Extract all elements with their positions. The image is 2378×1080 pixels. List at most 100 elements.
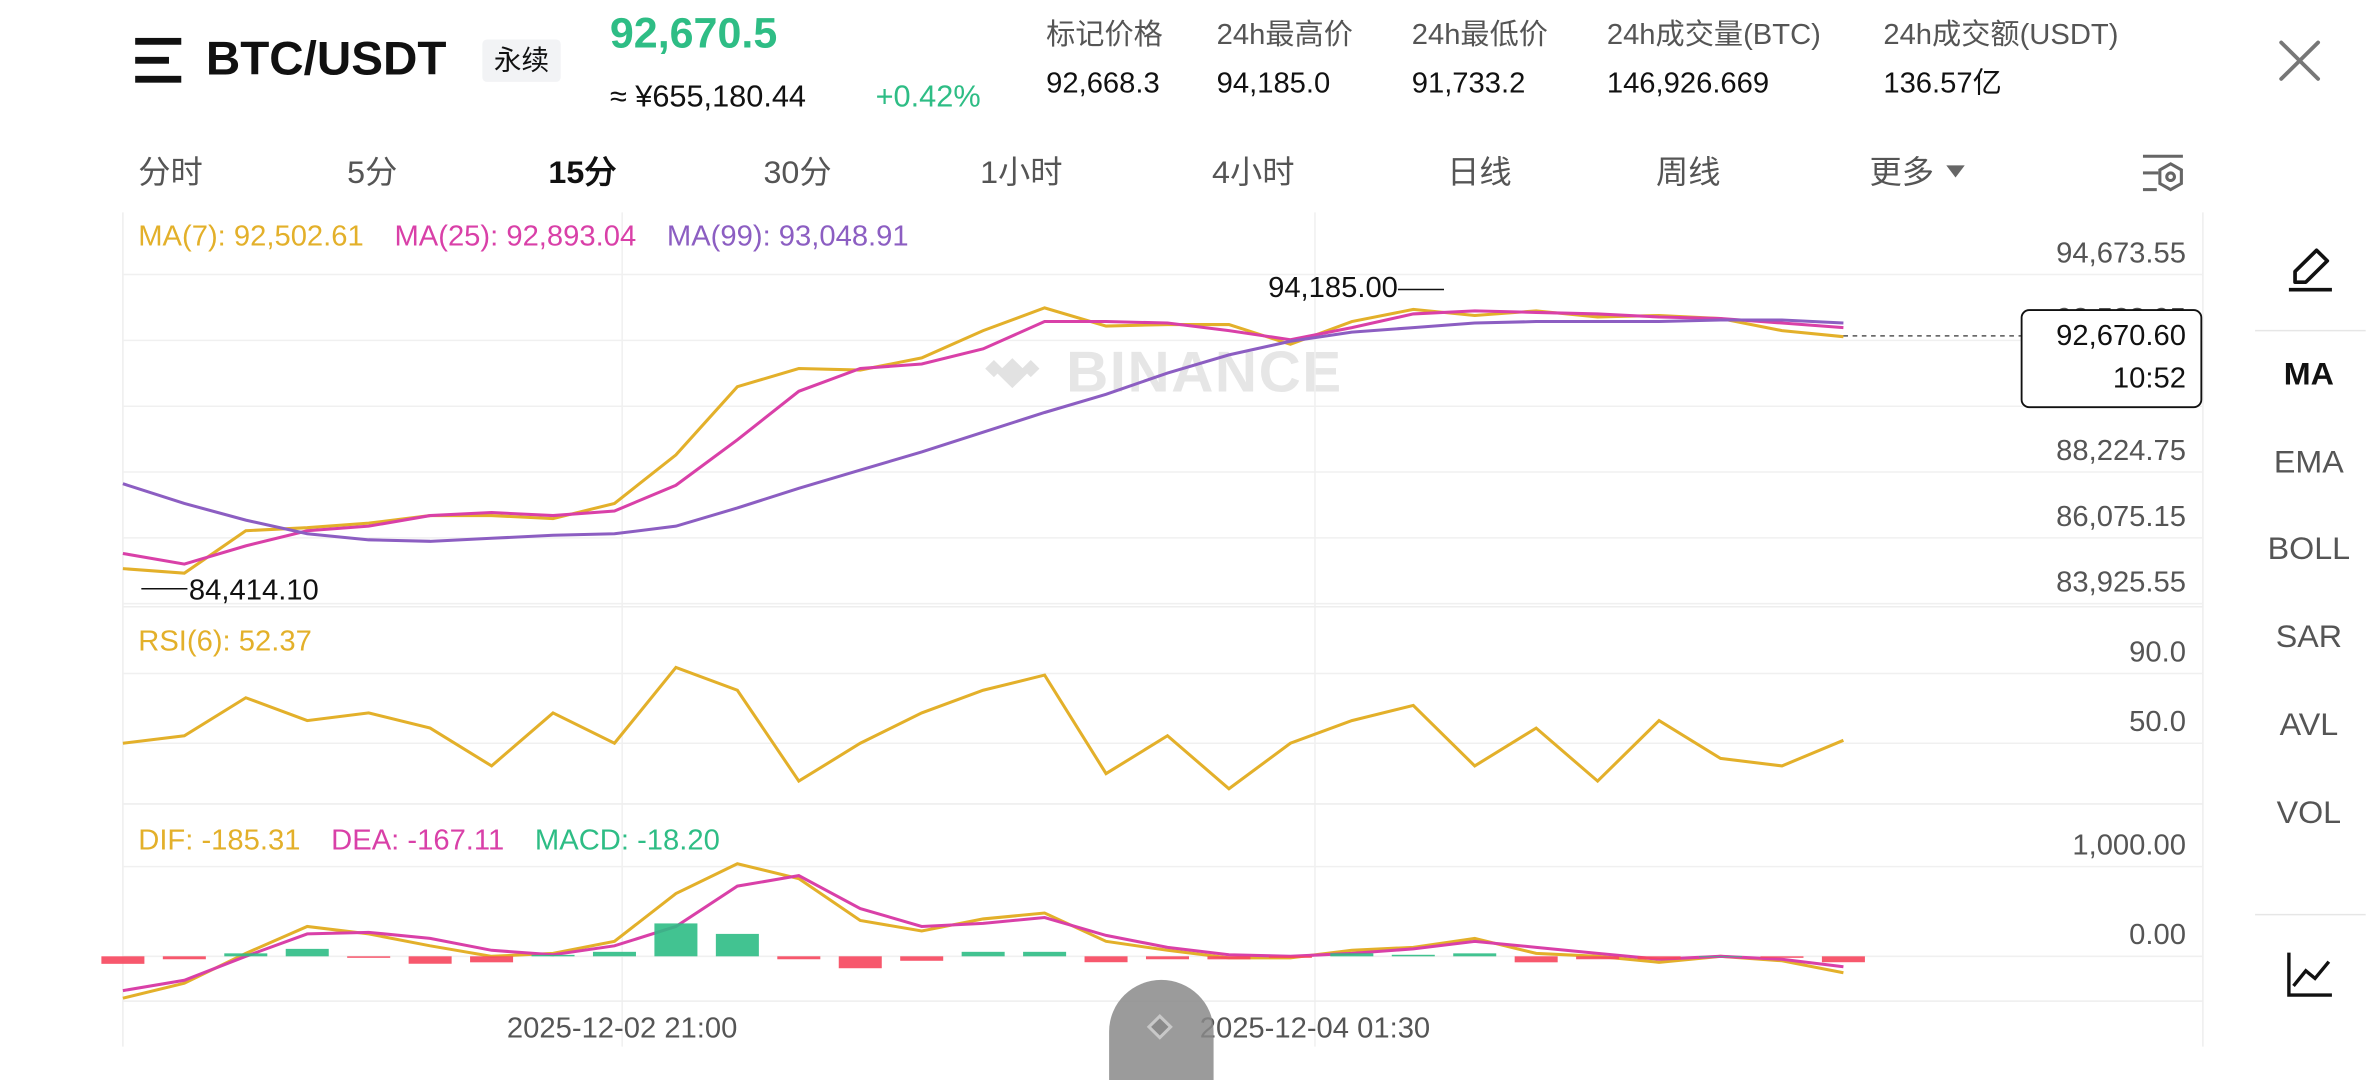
histogram-bar bbox=[101, 956, 145, 964]
interval-tab[interactable]: 日线 bbox=[1447, 154, 1511, 190]
y-tick-label: 83,925.55 bbox=[2056, 567, 2186, 599]
stat-value: 92,668.3 bbox=[1046, 68, 1160, 100]
stat-value: 91,733.2 bbox=[1412, 68, 1526, 100]
symbol[interactable]: BTC/USDT bbox=[206, 33, 447, 86]
stat-label: 24h最高价 bbox=[1217, 18, 1353, 51]
floating-logo bbox=[1146, 1014, 1173, 1040]
icon-stroke bbox=[2165, 171, 2176, 183]
y-tick-label: 86,075.15 bbox=[2056, 501, 2186, 533]
time-label: 2025-12-02 21:00 bbox=[507, 1013, 737, 1045]
icon-line bbox=[2292, 960, 2331, 987]
histogram-bar bbox=[592, 951, 636, 957]
histogram-bar bbox=[1821, 956, 1865, 963]
histogram-bar bbox=[1207, 956, 1251, 960]
logo-part bbox=[1022, 360, 1040, 378]
histogram-bar bbox=[347, 956, 391, 958]
indicator-line bbox=[122, 874, 1844, 993]
y-tick-label: 90.0 bbox=[2129, 637, 2186, 669]
histogram-bar bbox=[1637, 956, 1681, 960]
histogram-bar bbox=[531, 954, 575, 957]
logo-part bbox=[1151, 1018, 1169, 1036]
indicator-option[interactable]: VOL bbox=[2277, 794, 2342, 830]
indicator-line bbox=[122, 309, 1844, 566]
menu-bar bbox=[135, 75, 182, 83]
stat-label: 24h成交量(BTC) bbox=[1607, 18, 1821, 51]
close-icon[interactable] bbox=[2279, 40, 2321, 81]
histogram-bar bbox=[1084, 956, 1128, 963]
indicator-line bbox=[122, 318, 1844, 543]
histogram-bar bbox=[1391, 954, 1435, 957]
histogram-bar bbox=[1330, 953, 1374, 957]
histogram-bar bbox=[654, 923, 698, 957]
y-tick-label: 94,673.55 bbox=[2056, 238, 2186, 270]
interval-tab[interactable]: 15分 bbox=[548, 154, 616, 190]
chart-settings-icon[interactable] bbox=[2142, 154, 2183, 192]
histogram-bar bbox=[1023, 951, 1067, 957]
histogram-bar bbox=[1760, 956, 1804, 958]
draw-icon[interactable] bbox=[2288, 248, 2332, 292]
histogram-bar bbox=[224, 953, 268, 957]
indicator-option[interactable]: BOLL bbox=[2268, 530, 2350, 566]
histogram-bar bbox=[1514, 956, 1558, 963]
stat-value: 136.57亿 bbox=[1883, 67, 2001, 100]
histogram-bar bbox=[285, 948, 329, 957]
watermark-logo bbox=[985, 358, 1040, 389]
badge-bg bbox=[482, 39, 561, 82]
pencil bbox=[2293, 248, 2330, 284]
stat-label: 标记价格 bbox=[1046, 18, 1163, 51]
close-stroke bbox=[2279, 40, 2321, 81]
histogram-bar bbox=[470, 956, 514, 963]
histogram-bar bbox=[162, 956, 206, 960]
icon-axes bbox=[2287, 952, 2332, 997]
interval-tab[interactable]: 5分 bbox=[347, 154, 397, 190]
high-label: 94,185.00 bbox=[1268, 272, 1398, 304]
interval-tab[interactable]: 更多 bbox=[1870, 154, 1934, 190]
legend-entry: MACD: -18.20 bbox=[535, 825, 720, 857]
histogram-bar bbox=[1268, 956, 1312, 958]
histogram-bar bbox=[900, 956, 944, 961]
y-tick-label: 1,000.00 bbox=[2072, 830, 2186, 862]
histogram-bar bbox=[408, 956, 452, 964]
indicator-icon[interactable] bbox=[2287, 952, 2332, 997]
histogram-bar bbox=[777, 956, 821, 960]
stat-label: 24h最低价 bbox=[1412, 18, 1548, 51]
last-price: 92,670.5 bbox=[610, 10, 777, 58]
interval-tab[interactable]: 周线 bbox=[1656, 154, 1720, 190]
y-tick-label: 0.00 bbox=[2129, 919, 2186, 951]
histogram-bar bbox=[961, 951, 1005, 957]
stat-value: 146,926.669 bbox=[1607, 68, 1769, 100]
indicator-line bbox=[122, 665, 1845, 791]
menu-icon[interactable] bbox=[135, 37, 182, 83]
interval-tab[interactable]: 分时 bbox=[138, 154, 202, 190]
indicator-option[interactable]: EMA bbox=[2274, 444, 2345, 480]
legend-entry: DEA: -167.11 bbox=[331, 825, 504, 857]
histogram-bar bbox=[715, 933, 759, 957]
stat-label: 24h成交额(USDT) bbox=[1883, 18, 2118, 51]
stat-value: 94,185.0 bbox=[1217, 68, 1331, 100]
current-price: 92,670.60 bbox=[2056, 320, 2186, 352]
legend-entry: MA(99): 93,048.91 bbox=[667, 221, 909, 253]
histogram-bar bbox=[1453, 953, 1497, 957]
icon-stroke bbox=[2158, 162, 2183, 192]
legend-entry: RSI(6): 52.37 bbox=[138, 626, 312, 658]
cny-price: ≈ ¥655,180.44 bbox=[610, 80, 806, 114]
contract-badge: 永续 bbox=[494, 45, 549, 76]
interval-tab[interactable]: 4小时 bbox=[1212, 154, 1294, 190]
legend-entry: MA(7): 92,502.61 bbox=[138, 221, 363, 253]
histogram-bar bbox=[1145, 956, 1189, 960]
dropdown-arrow bbox=[1946, 165, 1965, 178]
interval-tab[interactable]: 1小时 bbox=[980, 154, 1062, 190]
histogram-bar bbox=[1576, 956, 1620, 960]
indicator-option[interactable]: SAR bbox=[2276, 618, 2342, 654]
low-label: 84,414.10 bbox=[189, 575, 319, 607]
time-label: 2025-12-04 01:30 bbox=[1200, 1013, 1430, 1045]
logo-part bbox=[985, 360, 1003, 378]
histogram-bar bbox=[838, 956, 882, 969]
indicator-option[interactable]: AVL bbox=[2280, 706, 2339, 742]
menu-bar bbox=[135, 37, 182, 45]
interval-tab[interactable]: 30分 bbox=[763, 154, 831, 190]
price-change: +0.42% bbox=[876, 80, 981, 114]
indicator-option[interactable]: MA bbox=[2284, 356, 2334, 392]
